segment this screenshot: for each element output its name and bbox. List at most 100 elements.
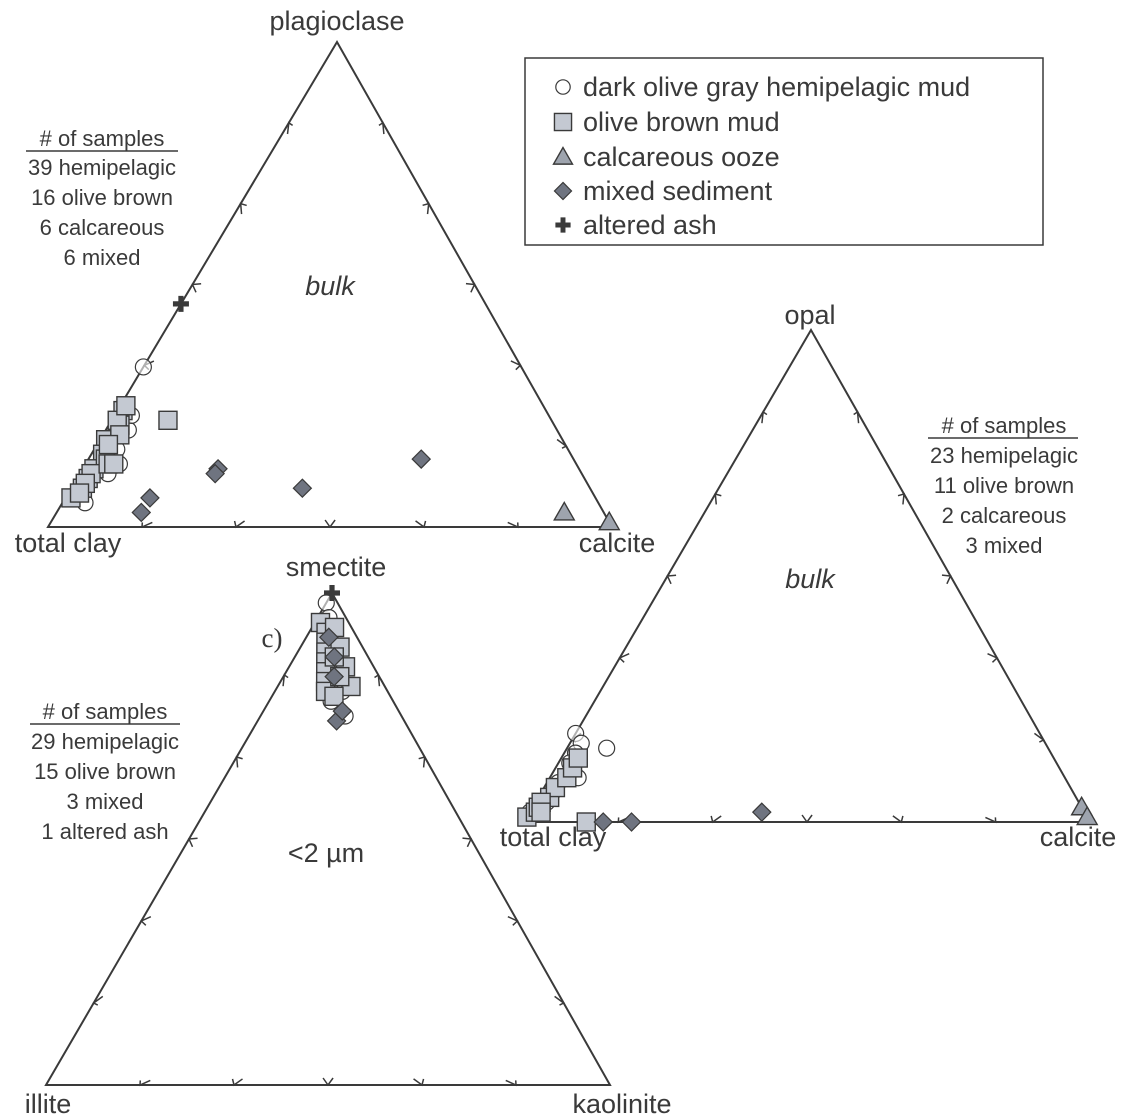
plot-region-label: <2 µm	[288, 838, 364, 868]
data-point-square	[158, 410, 178, 430]
data-point-square	[116, 396, 136, 416]
sample-count-heading: # of samples	[40, 126, 165, 151]
vertex-label-top: plagioclase	[269, 6, 404, 36]
ternary-tick	[554, 995, 566, 1006]
legend-markers	[552, 79, 574, 233]
ternary-tick	[985, 816, 997, 824]
ternary-tick	[853, 410, 860, 424]
vertex-label-left: illite	[25, 1089, 72, 1119]
ternary-tick	[235, 755, 243, 768]
ternary-tick	[92, 995, 104, 1006]
sample-count-line: 2 calcareous	[942, 503, 1067, 528]
ternary-tick	[282, 673, 289, 687]
data-points	[517, 724, 1099, 832]
sample-count-line: 23 hemipelagic	[930, 443, 1078, 468]
legend-item-label: mixed sediment	[583, 176, 773, 206]
ternary-tick	[191, 282, 202, 293]
data-point-diamond	[131, 502, 152, 523]
ternary-frame	[44, 590, 612, 1087]
legend-item-label: olive brown mud	[583, 107, 780, 137]
ternary-tick	[415, 520, 427, 529]
ternary-tick	[231, 1078, 243, 1087]
sample-count-heading: # of samples	[942, 413, 1067, 438]
ternary-tick	[322, 1077, 334, 1087]
ternary-tick	[761, 410, 768, 424]
ternary-tick	[1033, 732, 1045, 743]
ternary-tick	[556, 438, 568, 449]
data-point-diamond	[621, 812, 642, 832]
data-point-square	[531, 802, 551, 822]
sample-count-line: 39 hemipelagic	[28, 155, 176, 180]
ternary-tick	[140, 915, 152, 926]
vertex-label-top: opal	[784, 300, 835, 330]
ternary-tick	[286, 121, 294, 135]
legend-marker-diamond	[553, 181, 573, 201]
sample-count-block: # of samples 29 hemipelagic 15 olive bro…	[30, 699, 180, 844]
data-point-square	[324, 686, 344, 707]
legend-frame	[524, 57, 1044, 246]
legend-item-label: dark olive gray hemipelagic mud	[583, 72, 970, 102]
sample-count-line: 3 mixed	[965, 533, 1042, 558]
data-point-square	[98, 434, 119, 455]
data-point-cross	[172, 295, 189, 312]
data-point-diamond	[751, 802, 772, 823]
data-point-diamond	[593, 812, 614, 832]
ternary-tick	[897, 492, 905, 505]
vertex-label-top: smectite	[286, 552, 387, 582]
legend-item-label: calcareous ooze	[583, 142, 780, 172]
ternary-tick	[141, 521, 153, 529]
data-point-diamond	[324, 647, 345, 667]
data-point-triangle	[598, 510, 621, 531]
sample-count-heading: # of samples	[43, 699, 168, 724]
vertex-label-right: calcite	[579, 528, 656, 558]
sample-count-block: # of samples 23 hemipelagic 11 olive bro…	[928, 413, 1078, 558]
sample-count-line: 6 mixed	[63, 245, 140, 270]
ternary-tick	[618, 652, 630, 663]
ternary-tick	[507, 521, 519, 529]
ternary-plot-bulk-opal: opal total clay calcite bulk # of sample…	[500, 300, 1117, 852]
data-point-diamond	[332, 701, 353, 721]
ternary-tick	[510, 360, 522, 371]
legend: dark olive gray hemipelagic mud olive br…	[524, 57, 1044, 246]
plot-region-label: bulk	[785, 564, 836, 594]
ternary-plot-clay-fraction: smectite illite kaolinite <2 µm c) # of …	[25, 552, 672, 1119]
sample-count-line: 1 altered ash	[41, 819, 168, 844]
ternary-tick	[418, 755, 426, 768]
vertex-label-right: kaolinite	[572, 1089, 671, 1119]
panel-letter: c)	[262, 623, 283, 653]
data-point-triangle	[1076, 805, 1099, 826]
ternary-tick	[139, 1079, 151, 1087]
ternary-tick	[239, 202, 247, 215]
data-point-square	[104, 454, 124, 474]
data-points	[61, 295, 621, 531]
data-point-square	[69, 483, 90, 503]
vertex-label-left: total clay	[15, 528, 122, 558]
data-point-triangle	[553, 501, 576, 521]
ternary-tick	[714, 492, 722, 505]
data-point-square	[576, 812, 596, 832]
legend-marker-square	[553, 112, 573, 132]
ternary-tick	[892, 815, 904, 824]
plot-region-label: bulk	[305, 271, 356, 301]
data-point-diamond	[318, 627, 339, 648]
sample-count-line: 11 olive brown	[934, 473, 1074, 498]
ternary-tick	[801, 814, 813, 824]
data-point-circle	[598, 739, 616, 757]
ternary-tick	[378, 121, 385, 135]
data-point-square	[568, 748, 588, 768]
ternary-tick	[987, 652, 999, 663]
data-point-diamond	[205, 463, 225, 484]
ternary-tick	[465, 282, 476, 293]
legend-marker-circle	[555, 79, 571, 95]
ternary-tick	[413, 1078, 425, 1087]
sample-count-line: 29 hemipelagic	[31, 729, 179, 754]
ternary-tick	[710, 815, 722, 824]
ternary-tick	[422, 202, 430, 215]
legend-item-label: altered ash	[583, 210, 717, 240]
ternary-tick	[666, 574, 677, 585]
ternary-tick	[941, 574, 952, 585]
sample-count-line: 16 olive brown	[31, 185, 173, 210]
ternary-tick	[324, 519, 336, 529]
data-points	[310, 585, 361, 731]
ternary-tick	[462, 837, 473, 848]
